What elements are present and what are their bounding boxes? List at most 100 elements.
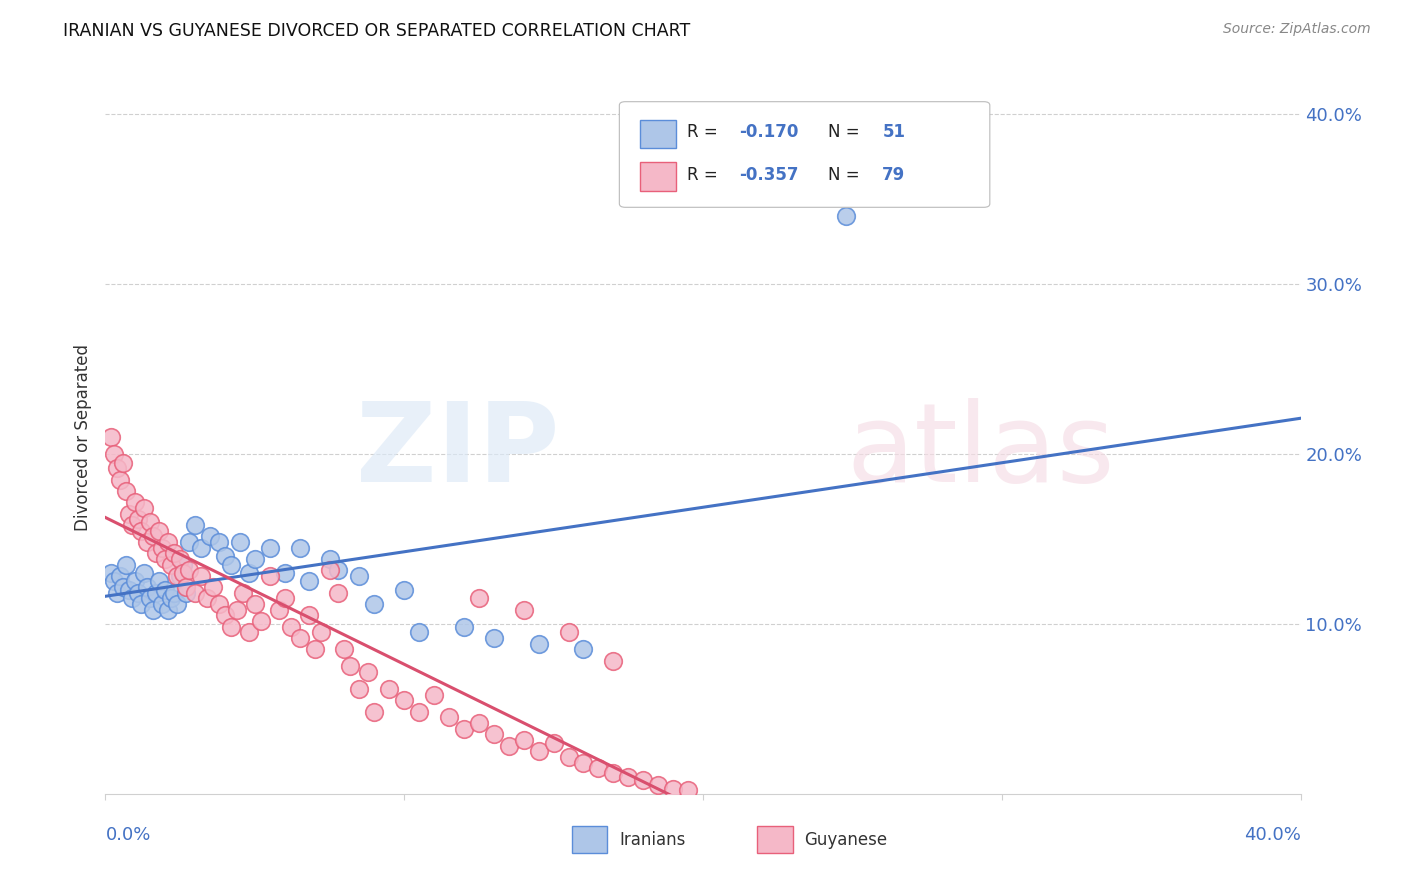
Point [572,642,595,657]
Point [112,580,135,594]
Point [157,603,180,617]
Point [298,574,321,589]
Point [423,689,446,703]
Point [232,586,254,600]
Point [155,552,177,566]
Point [219,620,242,634]
Point [482,727,505,741]
Point [115,558,138,572]
Point [339,659,361,673]
Text: Source: ZipAtlas.com: Source: ZipAtlas.com [1223,22,1371,37]
Point [110,473,132,487]
Point [468,591,491,606]
Point [129,597,153,611]
Point [543,736,565,750]
Point [136,580,159,594]
Text: -0.170: -0.170 [740,123,799,141]
FancyBboxPatch shape [619,102,990,207]
Point [468,715,491,730]
Point [163,586,186,600]
Point [328,563,350,577]
Point [288,541,311,555]
Point [184,518,207,533]
Text: R =: R = [688,166,724,184]
Point [288,631,311,645]
Point [127,511,149,525]
Point [129,524,153,538]
Text: 51: 51 [883,123,905,141]
Point [124,574,146,589]
Point [250,614,273,628]
Point [408,625,430,640]
Point [190,569,212,583]
Point [349,569,371,583]
Point [150,597,173,611]
Point [617,770,640,784]
Text: 0.0%: 0.0% [105,826,150,844]
Point [163,546,186,560]
Point [172,558,194,572]
Point [357,665,380,679]
Text: ZIP: ZIP [356,398,560,505]
Point [328,586,350,600]
Point [437,710,460,724]
Point [177,563,201,577]
Point [142,603,165,617]
Point [513,603,536,617]
Point [602,654,624,668]
FancyBboxPatch shape [640,162,675,191]
FancyBboxPatch shape [756,826,793,853]
Point [100,430,122,444]
Point [267,603,290,617]
Point [145,546,167,560]
Point [243,552,266,566]
Point [155,582,177,597]
Point [142,528,165,542]
Point [349,681,371,696]
Point [214,608,236,623]
Point [148,574,170,589]
Point [513,732,536,747]
Text: Guyanese: Guyanese [804,830,887,848]
FancyBboxPatch shape [640,120,675,148]
Point [557,749,579,764]
Point [309,625,332,640]
Text: 79: 79 [883,166,905,184]
Point [363,706,385,720]
Point [166,569,188,583]
Point [121,591,143,606]
Point [134,501,156,516]
Text: N =: N = [828,166,865,184]
Point [184,586,207,600]
Point [166,597,188,611]
Point [219,558,242,572]
Point [318,552,340,566]
Point [238,625,260,640]
Point [557,625,579,640]
Point [160,591,183,606]
Point [647,778,669,792]
Point [103,574,125,589]
Text: N =: N = [828,123,865,141]
Point [280,620,302,634]
Point [394,693,416,707]
Point [378,681,401,696]
Point [273,591,295,606]
Point [177,535,201,549]
Point [835,209,858,223]
Point [259,541,281,555]
Point [145,586,167,600]
Point [100,566,122,580]
Point [225,603,249,617]
Point [662,781,685,796]
Point [298,608,321,623]
Point [482,631,505,645]
Point [107,586,129,600]
Point [121,518,143,533]
Text: IRANIAN VS GUYANESE DIVORCED OR SEPARATED CORRELATION CHART: IRANIAN VS GUYANESE DIVORCED OR SEPARATE… [63,22,690,40]
Point [304,642,326,657]
Point [273,566,295,580]
Point [602,766,624,780]
Point [160,558,183,572]
Text: R =: R = [688,123,724,141]
